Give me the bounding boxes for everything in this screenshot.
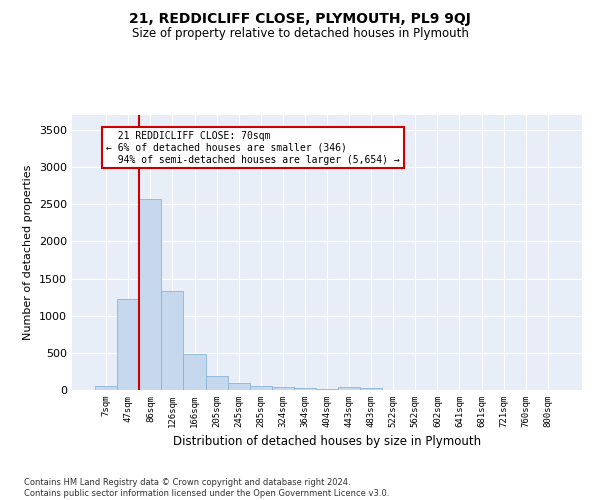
Bar bbox=[360, 388, 382, 390]
Bar bbox=[316, 388, 338, 390]
Bar bbox=[338, 387, 360, 390]
Bar bbox=[184, 354, 206, 390]
Bar bbox=[206, 376, 227, 390]
Text: 21, REDDICLIFF CLOSE, PLYMOUTH, PL9 9QJ: 21, REDDICLIFF CLOSE, PLYMOUTH, PL9 9QJ bbox=[129, 12, 471, 26]
Bar bbox=[250, 386, 272, 390]
Bar bbox=[227, 382, 250, 390]
Bar bbox=[95, 386, 117, 390]
Text: Contains HM Land Registry data © Crown copyright and database right 2024.
Contai: Contains HM Land Registry data © Crown c… bbox=[24, 478, 389, 498]
Bar bbox=[139, 199, 161, 390]
Bar bbox=[272, 387, 294, 390]
Bar bbox=[161, 291, 184, 390]
Text: 21 REDDICLIFF CLOSE: 70sqm
← 6% of detached houses are smaller (346)
  94% of se: 21 REDDICLIFF CLOSE: 70sqm ← 6% of detac… bbox=[106, 132, 400, 164]
Y-axis label: Number of detached properties: Number of detached properties bbox=[23, 165, 34, 340]
Text: Size of property relative to detached houses in Plymouth: Size of property relative to detached ho… bbox=[131, 28, 469, 40]
Bar bbox=[294, 388, 316, 390]
X-axis label: Distribution of detached houses by size in Plymouth: Distribution of detached houses by size … bbox=[173, 436, 481, 448]
Bar bbox=[117, 300, 139, 390]
